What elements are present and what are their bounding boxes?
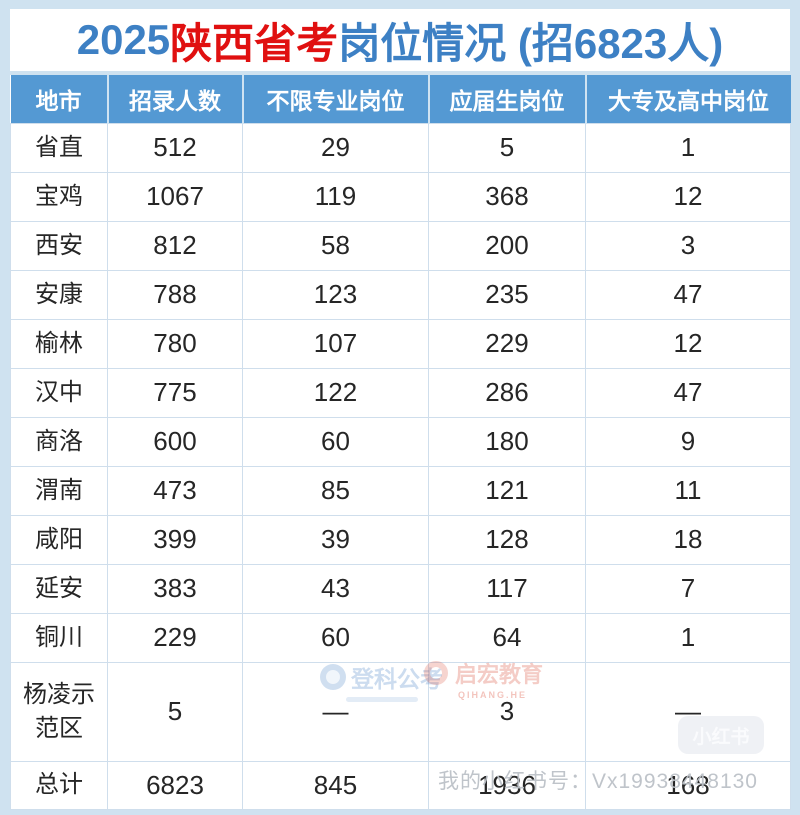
value-cell: 1067 (107, 171, 243, 222)
table-body: 省直 512 29 5 1 宝鸡 1067 119 368 12 西安 812 58 200 3 安康 788 1… (10, 122, 791, 810)
value-cell: 512 (107, 122, 243, 173)
value-cell: — (242, 661, 429, 762)
city-cell: 渭南 (10, 465, 108, 516)
title-year: 2025 (76, 16, 171, 63)
value-cell: 60 (242, 416, 429, 467)
table-row: 榆林 780 107 229 12 (10, 318, 791, 369)
value-cell: 47 (585, 269, 791, 320)
table-row: 杨凌示范区 5—3— (10, 661, 791, 762)
value-cell: 1936 (428, 760, 586, 810)
city-cell: 延安 (10, 563, 108, 614)
value-cell: 235 (428, 269, 586, 320)
value-cell: 200 (428, 220, 586, 271)
value-cell: 121 (428, 465, 586, 516)
table-row: 西安 812 58 200 3 (10, 220, 791, 271)
table-row: 咸阳 399 39 128 18 (10, 514, 791, 565)
city-cell: 榆林 (10, 318, 108, 369)
value-cell: 43 (242, 563, 429, 614)
header-row: 地市 招录人数 不限专业岗位 应届生岗位 大专及高中岗位 (10, 75, 791, 123)
value-cell: 60 (242, 612, 429, 663)
city-cell: 铜川 (10, 612, 108, 663)
value-cell: 788 (107, 269, 243, 320)
city-cell: 宝鸡 (10, 171, 108, 222)
value-cell: 9 (585, 416, 791, 467)
page-title: 2025 陕西省考 岗位情况 (招6823人) (10, 9, 790, 71)
value-cell: 12 (585, 171, 791, 222)
value-cell: 5 (107, 661, 243, 762)
value-cell: — (585, 661, 791, 762)
value-cell: 123 (242, 269, 429, 320)
header-city: 地市 (10, 75, 108, 123)
value-cell: 845 (242, 760, 429, 810)
header-recruit-count: 招录人数 (106, 75, 243, 123)
city-cell: 安康 (10, 269, 108, 320)
header-fresh-graduate: 应届生岗位 (427, 75, 586, 123)
city-cell: 商洛 (10, 416, 108, 467)
value-cell: 117 (428, 563, 586, 614)
value-cell: 47 (585, 367, 791, 418)
value-cell: 29 (242, 122, 429, 173)
value-cell: 368 (428, 171, 586, 222)
value-cell: 399 (107, 514, 243, 565)
value-cell: 229 (428, 318, 586, 369)
city-cell: 咸阳 (10, 514, 108, 565)
value-cell: 180 (428, 416, 586, 467)
value-cell: 107 (242, 318, 429, 369)
table-row: 省直 512 29 5 1 (10, 122, 791, 173)
value-cell: 5 (428, 122, 586, 173)
table-row: 总计 6823 845 1936 168 (10, 760, 791, 810)
value-cell: 473 (107, 465, 243, 516)
title-rest: 岗位情况 (招6823人) (338, 19, 724, 67)
value-cell: 812 (107, 220, 243, 271)
value-cell: 39 (242, 514, 429, 565)
value-cell: 11 (585, 465, 791, 516)
header-no-major-limit: 不限专业岗位 (241, 75, 429, 123)
table-row: 商洛 600 60 180 9 (10, 416, 791, 467)
title-highlight: 陕西省考 (170, 19, 339, 67)
value-cell: 286 (428, 367, 586, 418)
value-cell: 3 (585, 220, 791, 271)
value-cell: 6823 (107, 760, 243, 810)
value-cell: 1 (585, 122, 791, 173)
value-cell: 383 (107, 563, 243, 614)
table-row: 铜川 229 60 64 1 (10, 612, 791, 663)
value-cell: 780 (107, 318, 243, 369)
value-cell: 58 (242, 220, 429, 271)
value-cell: 1 (585, 612, 791, 663)
value-cell: 18 (585, 514, 791, 565)
value-cell: 775 (107, 367, 243, 418)
value-cell: 85 (242, 465, 429, 516)
value-cell: 64 (428, 612, 586, 663)
table-row: 渭南 473 85 121 11 (10, 465, 791, 516)
table-row: 宝鸡 1067 119 368 12 (10, 171, 791, 222)
header-college-highschool: 大专及高中岗位 (584, 75, 791, 123)
positions-table: 地市 招录人数 不限专业岗位 应届生岗位 大专及高中岗位 省直 512 29 5 1 宝鸡… (10, 75, 791, 810)
value-cell: 168 (585, 760, 791, 810)
value-cell: 3 (428, 661, 586, 762)
value-cell: 229 (107, 612, 243, 663)
city-cell: 杨凌示范区 (10, 661, 108, 762)
city-cell: 总计 (10, 760, 108, 810)
value-cell: 12 (585, 318, 791, 369)
value-cell: 119 (242, 171, 429, 222)
table-row: 延安 383 43 117 7 (10, 563, 791, 614)
value-cell: 7 (585, 563, 791, 614)
city-cell: 西安 (10, 220, 108, 271)
value-cell: 600 (107, 416, 243, 467)
table-row: 安康 788 123 235 47 (10, 269, 791, 320)
value-cell: 122 (242, 367, 429, 418)
city-cell: 省直 (10, 122, 108, 173)
city-cell: 汉中 (10, 367, 108, 418)
value-cell: 128 (428, 514, 586, 565)
table-row: 汉中 775 122 286 47 (10, 367, 791, 418)
